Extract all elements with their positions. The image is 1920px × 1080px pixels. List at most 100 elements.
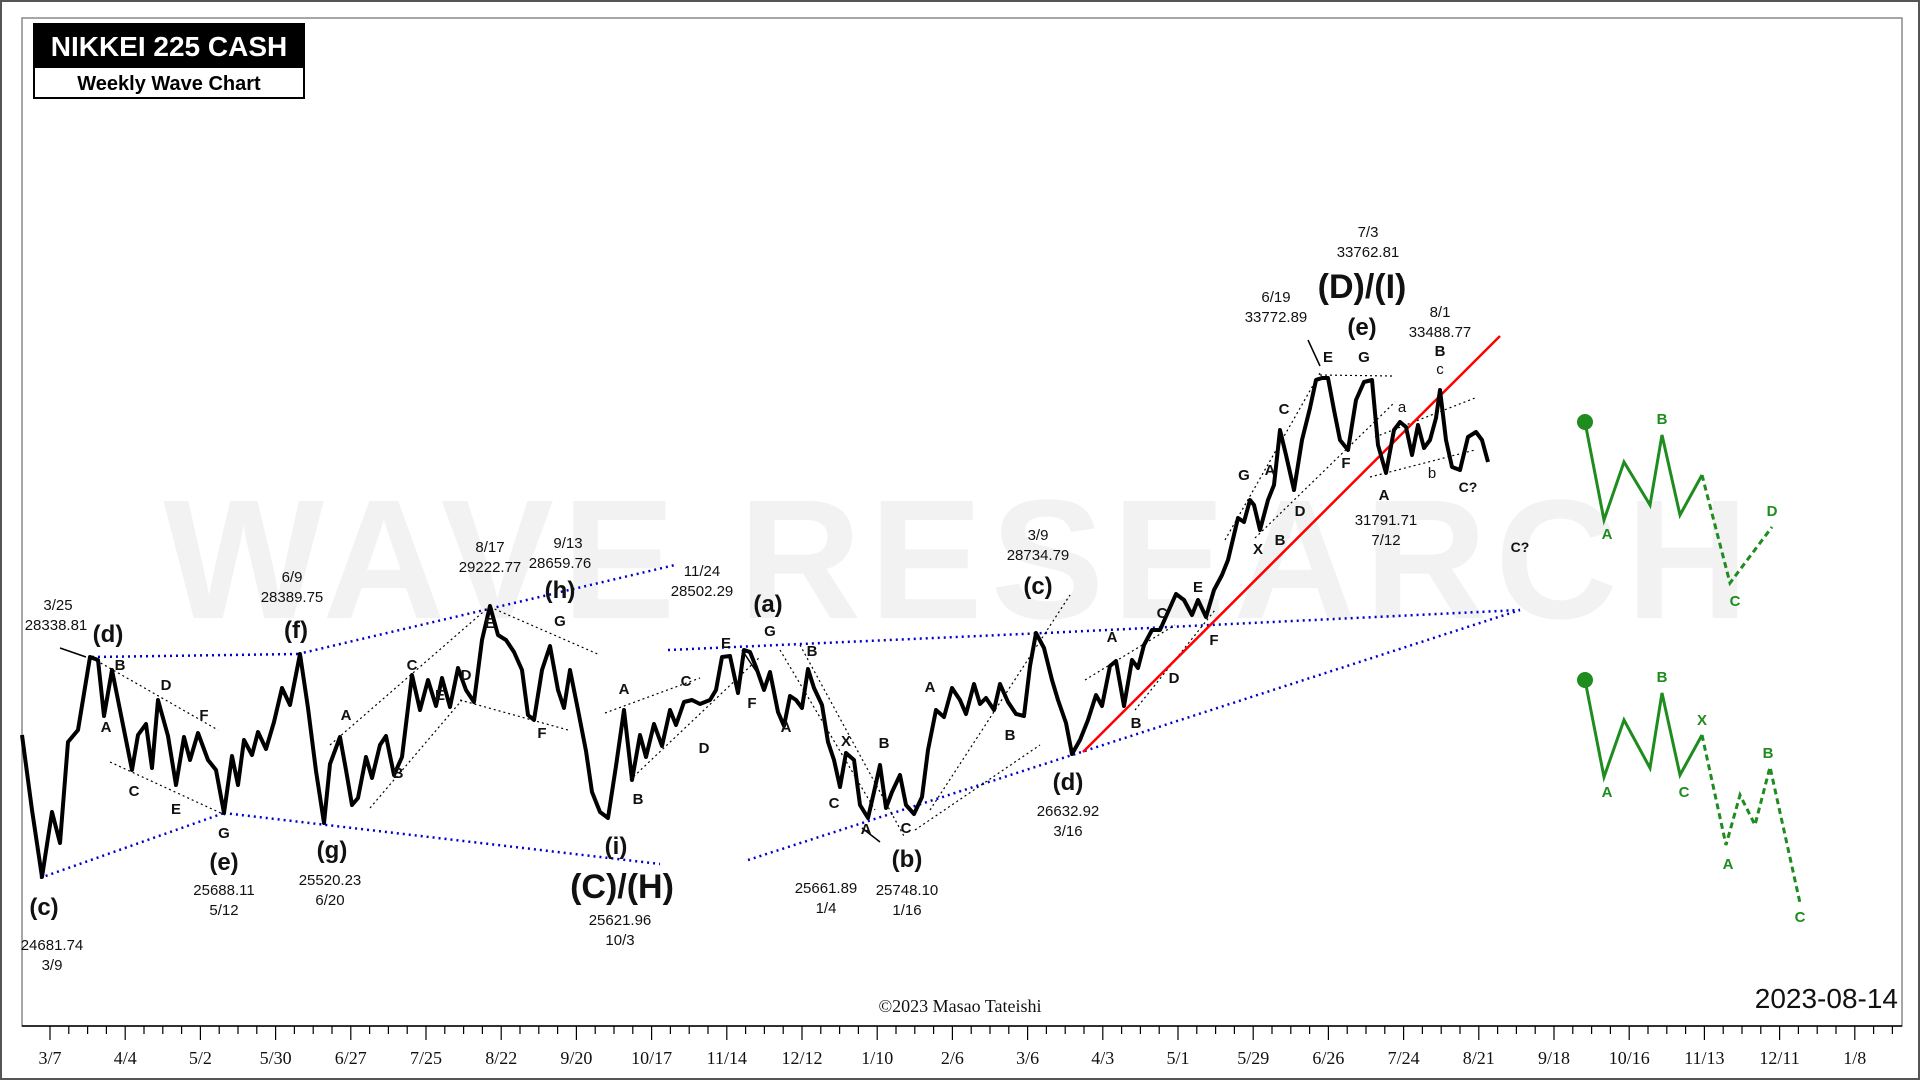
sub-wave-label: A — [619, 681, 630, 698]
copyright: ©2023 Masao Tateishi — [878, 996, 1041, 1016]
x-tick-label: 9/20 — [560, 1048, 592, 1068]
wave-label-f: (f) — [284, 617, 308, 644]
forecast-label: A — [1602, 526, 1613, 543]
price-label: 29222.77 — [459, 559, 522, 576]
sub-wave-label: X — [841, 733, 851, 750]
forecast-label: C — [1730, 593, 1741, 610]
price-label: 25621.96 — [589, 912, 652, 929]
wave-label-h: (h) — [545, 577, 576, 604]
date-label: 9/13 — [553, 535, 582, 552]
forecast-label: X — [1697, 712, 1707, 729]
sub-wave-label: B — [633, 791, 644, 808]
price-label: 26632.92 — [1037, 803, 1100, 820]
sub-wave-label: D — [161, 677, 172, 694]
sub-wave-label: C — [129, 783, 140, 800]
title-box: NIKKEI 225 CASH Weekly Wave Chart — [33, 23, 305, 99]
price-label: 31791.71 — [1355, 512, 1418, 529]
sub-wave-label: F — [199, 707, 208, 724]
date-label: 6/9 — [282, 569, 303, 586]
x-tick-label: 1/10 — [861, 1048, 893, 1068]
forecast-label: C — [1679, 784, 1690, 801]
date-label: 8/1 — [1430, 304, 1451, 321]
sub-wave-label: D — [1295, 503, 1306, 520]
x-tick-label: 9/18 — [1538, 1048, 1570, 1068]
x-tick-label: 10/17 — [631, 1048, 672, 1068]
wave-label-e: (e) — [209, 849, 238, 876]
x-tick-label: 8/21 — [1463, 1048, 1495, 1068]
sub-wave-label: C — [1157, 605, 1168, 622]
trend-line — [1082, 335, 1501, 753]
date-label: 3/9 — [42, 957, 63, 974]
price-label: 28338.81 — [25, 617, 88, 634]
forecast-2-start — [1577, 672, 1593, 688]
pointer-arrows — [59, 339, 1321, 843]
sub-wave-label: B — [807, 643, 818, 660]
x-tick-label: 4/4 — [114, 1048, 137, 1068]
sub-wave-label: G — [1358, 349, 1370, 366]
forecast-1-projection — [1700, 474, 1774, 587]
price-label: 25661.89 — [795, 880, 858, 897]
sub-wave-label: E — [1323, 349, 1333, 366]
wave-label-b: (b) — [892, 846, 923, 873]
sub-wave-label: E — [435, 687, 445, 704]
chart-date: 2023-08-14 — [1755, 983, 1898, 1014]
wave-label-c-q: C? — [1511, 539, 1530, 555]
price-label: 33772.89 — [1245, 309, 1308, 326]
x-tick-label: 6/27 — [335, 1048, 367, 1068]
forecast-label: C — [1795, 909, 1806, 926]
x-tick-label: 3/6 — [1016, 1048, 1039, 1068]
wave-label-g: (g) — [317, 837, 348, 864]
sub-wave-label: X — [1253, 541, 1263, 558]
forecast-1-start — [1577, 414, 1593, 430]
x-tick-label: 10/16 — [1609, 1048, 1650, 1068]
wave-label-c: (c) — [29, 894, 58, 921]
sub-wave-label: A — [925, 679, 936, 696]
x-tick-label: 7/25 — [410, 1048, 442, 1068]
x-tick-label: 11/13 — [1684, 1048, 1724, 1068]
forecast-label: A — [1723, 856, 1734, 873]
x-tick-label: 5/29 — [1237, 1048, 1269, 1068]
forecast-label: B — [1657, 669, 1668, 686]
sub-wave-label: A — [341, 707, 352, 724]
date-label: 11/24 — [684, 563, 720, 580]
x-tick-label: 5/30 — [260, 1048, 292, 1068]
sub-wave-label: E — [721, 635, 731, 652]
sub-wave-label: E — [1193, 579, 1203, 596]
sub-wave-label: A — [1265, 462, 1276, 479]
price-label: 25688.11 — [193, 882, 254, 899]
date-label: 6/20 — [315, 892, 344, 909]
sub-wave-label: G — [218, 825, 230, 842]
sub-wave-label: b — [1428, 465, 1436, 482]
sub-wave-label: D — [699, 740, 710, 757]
x-tick-label: 12/11 — [1759, 1048, 1799, 1068]
wave-label-i: (i) — [605, 833, 628, 860]
sub-wave-label: B — [1131, 715, 1142, 732]
wave-label-C-H: (C)/(H) — [570, 868, 674, 906]
sub-wave-label: D — [1169, 670, 1180, 687]
sub-wave-label: A — [1379, 487, 1390, 504]
sub-wave-label: a — [1398, 399, 1407, 416]
chart-subtitle: Weekly Wave Chart — [77, 73, 261, 95]
price-label: 28734.79 — [1007, 547, 1070, 564]
wave-label-d: (d) — [1053, 769, 1084, 796]
sub-wave-label: G — [764, 623, 776, 640]
chart-title: NIKKEI 225 CASH — [51, 31, 288, 62]
price-label: 25748.10 — [876, 882, 939, 899]
sub-wave-label: B — [393, 765, 404, 782]
x-axis: 3/7 4/4 5/2 5/30 6/27 7/25 8/22 9/20 10/17 11/14 1… — [22, 1025, 1902, 1068]
price-label: 28659.76 — [529, 555, 592, 572]
sub-wave-label: A — [1107, 629, 1118, 646]
wave-label-c: (c) — [1023, 573, 1052, 600]
sub-wave-label: F — [1341, 455, 1350, 472]
date-label: 10/3 — [605, 932, 634, 949]
sub-wave-label: B — [115, 657, 126, 674]
price-label: 28389.75 — [261, 589, 324, 606]
forecast-label: B — [1657, 411, 1668, 428]
x-tick-label: 12/12 — [781, 1048, 822, 1068]
sub-wave-label: F — [747, 695, 756, 712]
sub-wave-label: A — [861, 821, 872, 838]
wave-labels: (c) 24681.74 3/9 3/25 28338.81 (d) (e) 25688.11… — [21, 224, 1898, 1016]
sub-wave-label: B — [879, 735, 890, 752]
forecast-label: B — [1763, 745, 1774, 762]
